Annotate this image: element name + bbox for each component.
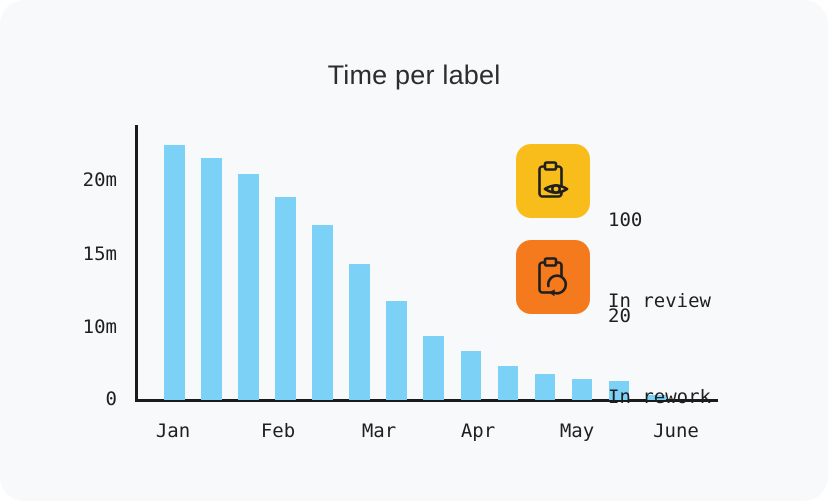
in-rework-label: In rework [608, 386, 711, 408]
bar [349, 264, 370, 400]
in-rework-badge [516, 240, 590, 314]
x-tick-label: Apr [460, 420, 496, 442]
in-rework-value: 20 [608, 305, 631, 327]
y-axis-line [135, 125, 138, 402]
x-tick-label: Feb [260, 420, 296, 442]
x-tick-label: June [653, 420, 699, 442]
clipboard-redo-icon [538, 257, 568, 297]
x-tick-label: May [559, 420, 595, 442]
bar [608, 381, 630, 400]
clipboard-eye-icon [538, 161, 569, 198]
y-tick-label: 20m [82, 169, 117, 192]
bar [238, 174, 259, 400]
bar [571, 378, 593, 400]
bar [497, 365, 519, 400]
x-tick-label: Jan [155, 420, 191, 442]
y-tick-label: 15m [82, 243, 117, 266]
bar [534, 373, 556, 400]
bar [645, 394, 667, 400]
stat-in-rework: 20 In rework [608, 249, 711, 465]
x-tick-label: Mar [361, 420, 397, 442]
x-axis-line [135, 399, 718, 402]
y-tick-label: 10m [82, 315, 117, 338]
bar [275, 196, 296, 400]
in-review-value: 100 [608, 209, 643, 231]
bar [460, 350, 482, 400]
y-tick-label: 0 [105, 387, 117, 410]
chart-title: Time per label [327, 60, 501, 90]
in-review-badge [516, 144, 590, 218]
bar [312, 224, 333, 400]
bar [201, 158, 222, 400]
bar [164, 144, 185, 400]
stat-in-review: 100 In review [608, 153, 711, 369]
bar [423, 335, 444, 400]
bar [386, 300, 407, 400]
in-review-label: In review [608, 290, 711, 312]
